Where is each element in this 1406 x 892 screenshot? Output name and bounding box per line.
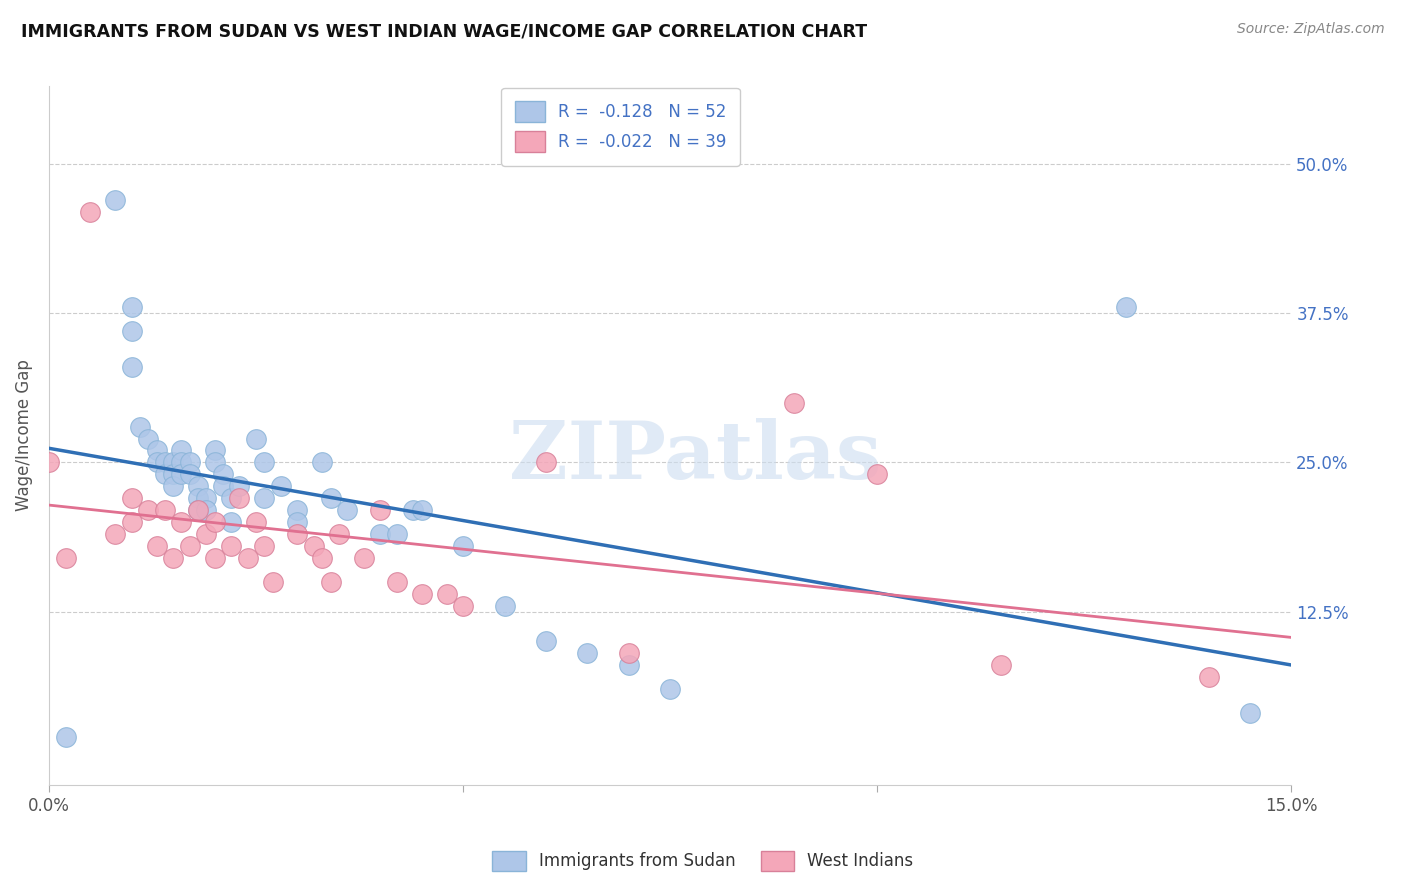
Point <box>195 503 218 517</box>
Text: Source: ZipAtlas.com: Source: ZipAtlas.com <box>1237 22 1385 37</box>
Point <box>204 455 226 469</box>
Point <box>55 730 77 744</box>
Y-axis label: Wage/Income Gap: Wage/Income Gap <box>15 359 32 511</box>
Point <box>195 491 218 506</box>
Point <box>138 432 160 446</box>
Point <box>212 467 235 482</box>
Point <box>162 479 184 493</box>
Point <box>336 503 359 517</box>
Point <box>195 527 218 541</box>
Point <box>253 455 276 469</box>
Point <box>245 432 267 446</box>
Point <box>187 503 209 517</box>
Point <box>204 550 226 565</box>
Point <box>385 574 408 589</box>
Point <box>311 550 333 565</box>
Point <box>187 479 209 493</box>
Point <box>1115 300 1137 314</box>
Point <box>212 479 235 493</box>
Point <box>287 527 309 541</box>
Point <box>104 527 127 541</box>
Point <box>145 443 167 458</box>
Point <box>138 503 160 517</box>
Point <box>79 204 101 219</box>
Point <box>302 539 325 553</box>
Point <box>162 467 184 482</box>
Point <box>402 503 425 517</box>
Point <box>153 503 176 517</box>
Point <box>129 419 152 434</box>
Point <box>494 599 516 613</box>
Point <box>270 479 292 493</box>
Point <box>451 599 474 613</box>
Point <box>253 539 276 553</box>
Point <box>121 324 143 338</box>
Point <box>219 539 242 553</box>
Point <box>170 455 193 469</box>
Point <box>145 539 167 553</box>
Point <box>170 443 193 458</box>
Point <box>534 455 557 469</box>
Point <box>153 455 176 469</box>
Point <box>319 491 342 506</box>
Point <box>411 503 433 517</box>
Point <box>204 443 226 458</box>
Point <box>253 491 276 506</box>
Point <box>436 587 458 601</box>
Point <box>353 550 375 565</box>
Point <box>38 455 60 469</box>
Point <box>617 658 640 673</box>
Point <box>451 539 474 553</box>
Point <box>236 550 259 565</box>
Point <box>121 491 143 506</box>
Point <box>162 455 184 469</box>
Legend: Immigrants from Sudan, West Indians: Immigrants from Sudan, West Indians <box>484 842 922 880</box>
Point <box>219 491 242 506</box>
Point <box>179 455 201 469</box>
Point <box>228 479 250 493</box>
Point <box>170 515 193 529</box>
Point <box>153 467 176 482</box>
Point <box>245 515 267 529</box>
Point <box>104 193 127 207</box>
Point <box>368 503 391 517</box>
Point <box>617 647 640 661</box>
Point <box>311 455 333 469</box>
Point <box>162 550 184 565</box>
Point <box>576 647 599 661</box>
Point <box>411 587 433 601</box>
Point <box>1198 670 1220 684</box>
Point <box>990 658 1012 673</box>
Point <box>187 491 209 506</box>
Point <box>319 574 342 589</box>
Point <box>262 574 284 589</box>
Point <box>866 467 889 482</box>
Point <box>287 503 309 517</box>
Point <box>121 515 143 529</box>
Point <box>368 527 391 541</box>
Point <box>783 395 806 409</box>
Point <box>228 491 250 506</box>
Point <box>187 503 209 517</box>
Text: IMMIGRANTS FROM SUDAN VS WEST INDIAN WAGE/INCOME GAP CORRELATION CHART: IMMIGRANTS FROM SUDAN VS WEST INDIAN WAG… <box>21 22 868 40</box>
Point <box>145 455 167 469</box>
Point <box>121 359 143 374</box>
Point <box>179 539 201 553</box>
Text: ZIPatlas: ZIPatlas <box>509 417 882 496</box>
Point <box>1239 706 1261 720</box>
Point <box>121 300 143 314</box>
Point <box>659 682 682 697</box>
Point <box>385 527 408 541</box>
Legend: R =  -0.128   N = 52, R =  -0.022   N = 39: R = -0.128 N = 52, R = -0.022 N = 39 <box>502 87 740 166</box>
Point <box>204 515 226 529</box>
Point <box>170 467 193 482</box>
Point <box>219 515 242 529</box>
Point <box>534 634 557 648</box>
Point <box>179 467 201 482</box>
Point <box>287 515 309 529</box>
Point <box>55 550 77 565</box>
Point <box>328 527 350 541</box>
